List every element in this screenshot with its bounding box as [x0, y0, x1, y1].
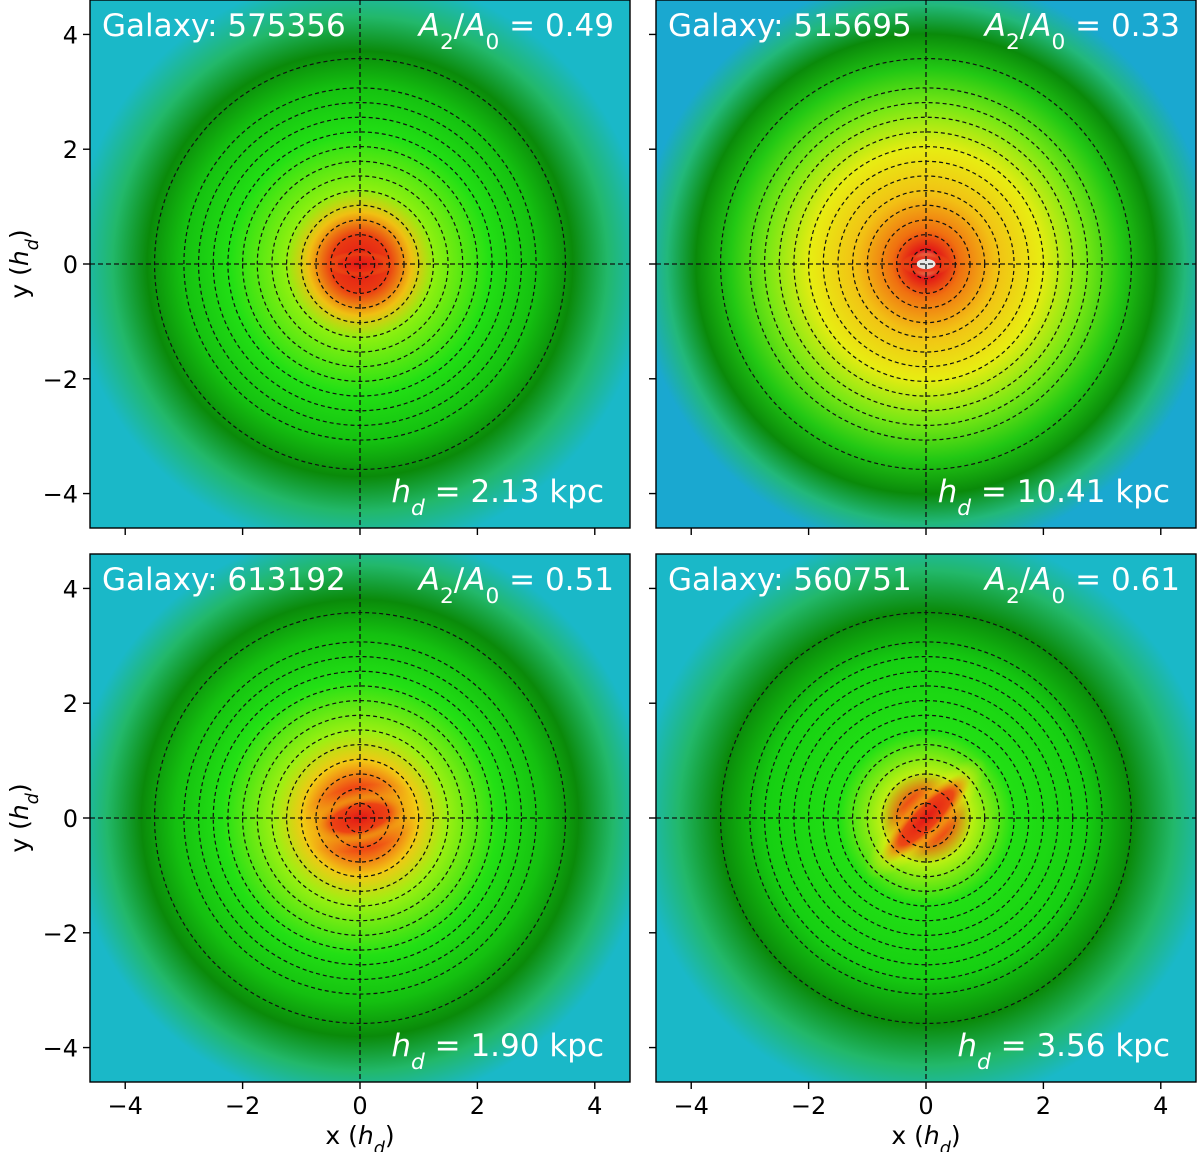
- x-axis-label: x (hd): [891, 1121, 960, 1152]
- y-tick-label: 4: [63, 575, 78, 603]
- density-map: [656, 0, 1196, 528]
- amplitude-ratio-label: A2/A0 = 0.33: [983, 8, 1180, 55]
- y-tick-label: −4: [43, 481, 78, 509]
- x-tick-label: 4: [1153, 1092, 1168, 1120]
- amplitude-ratio-label: A2/A0 = 0.61: [983, 562, 1180, 609]
- galaxy-label: Galaxy: 613192: [102, 562, 346, 598]
- density-map: [90, 0, 630, 528]
- panel-515695: Galaxy: 515695 A2/A0 = 0.33 hd = 10.41 kpc: [649, 0, 1197, 535]
- amplitude-ratio-label: A2/A0 = 0.51: [417, 562, 614, 609]
- contour-ring: [837, 175, 1015, 353]
- scale-length-label: hd = 1.90 kpc: [391, 1028, 604, 1075]
- y-tick-label: −4: [43, 1035, 78, 1063]
- y-tick-label: −2: [43, 920, 78, 948]
- panel-575356: −4 −2 0 2 4 Galaxy: 575356 A2/A0 = 0.49 hd = 2.…: [5, 0, 631, 535]
- y-axis-label: y (hd): [5, 783, 43, 852]
- contour-ring: [837, 729, 1015, 907]
- panel-613192: −4 −2 0 2 4 −4 −2 0 2 4 Galaxy: 613192 A2/A0 = 0.51…: [5, 553, 631, 1152]
- x-tick-label: 2: [470, 1092, 485, 1120]
- density-map: [90, 554, 630, 1082]
- scale-length-label: hd = 3.56 kpc: [957, 1028, 1170, 1075]
- x-tick-label: 4: [587, 1092, 602, 1120]
- contour-ring: [271, 175, 449, 353]
- y-tick-label: −2: [43, 366, 78, 394]
- contour-ring: [271, 729, 449, 907]
- x-tick-label: −2: [225, 1092, 260, 1120]
- y-axis-label: y (hd): [5, 229, 43, 298]
- scale-length-label: hd = 10.41 kpc: [938, 474, 1170, 521]
- amplitude-ratio-label: A2/A0 = 0.49: [417, 8, 614, 55]
- y-tick-label: 2: [63, 136, 78, 164]
- galaxy-label: Galaxy: 575356: [102, 8, 346, 44]
- y-tick-label: 0: [63, 251, 78, 279]
- x-tick-label: −4: [108, 1092, 143, 1120]
- scale-length-label: hd = 2.13 kpc: [391, 474, 604, 521]
- x-tick-label: 0: [918, 1092, 933, 1120]
- x-tick-label: 2: [1036, 1092, 1051, 1120]
- y-tick-label: 2: [63, 690, 78, 718]
- x-axis-label: x (hd): [325, 1121, 394, 1152]
- y-tick-label: 0: [63, 805, 78, 833]
- panel-560751: −4 −2 0 2 4 Galaxy: 560751 A2/A0 = 0.61 hd = 3.…: [649, 553, 1197, 1152]
- density-map: [656, 554, 1196, 1082]
- y-tick-label: 4: [63, 21, 78, 49]
- x-tick-label: −4: [674, 1092, 709, 1120]
- galaxy-label: Galaxy: 515695: [668, 8, 912, 44]
- galaxy-label: Galaxy: 560751: [668, 562, 912, 598]
- x-tick-label: 0: [352, 1092, 367, 1120]
- x-tick-label: −2: [791, 1092, 826, 1120]
